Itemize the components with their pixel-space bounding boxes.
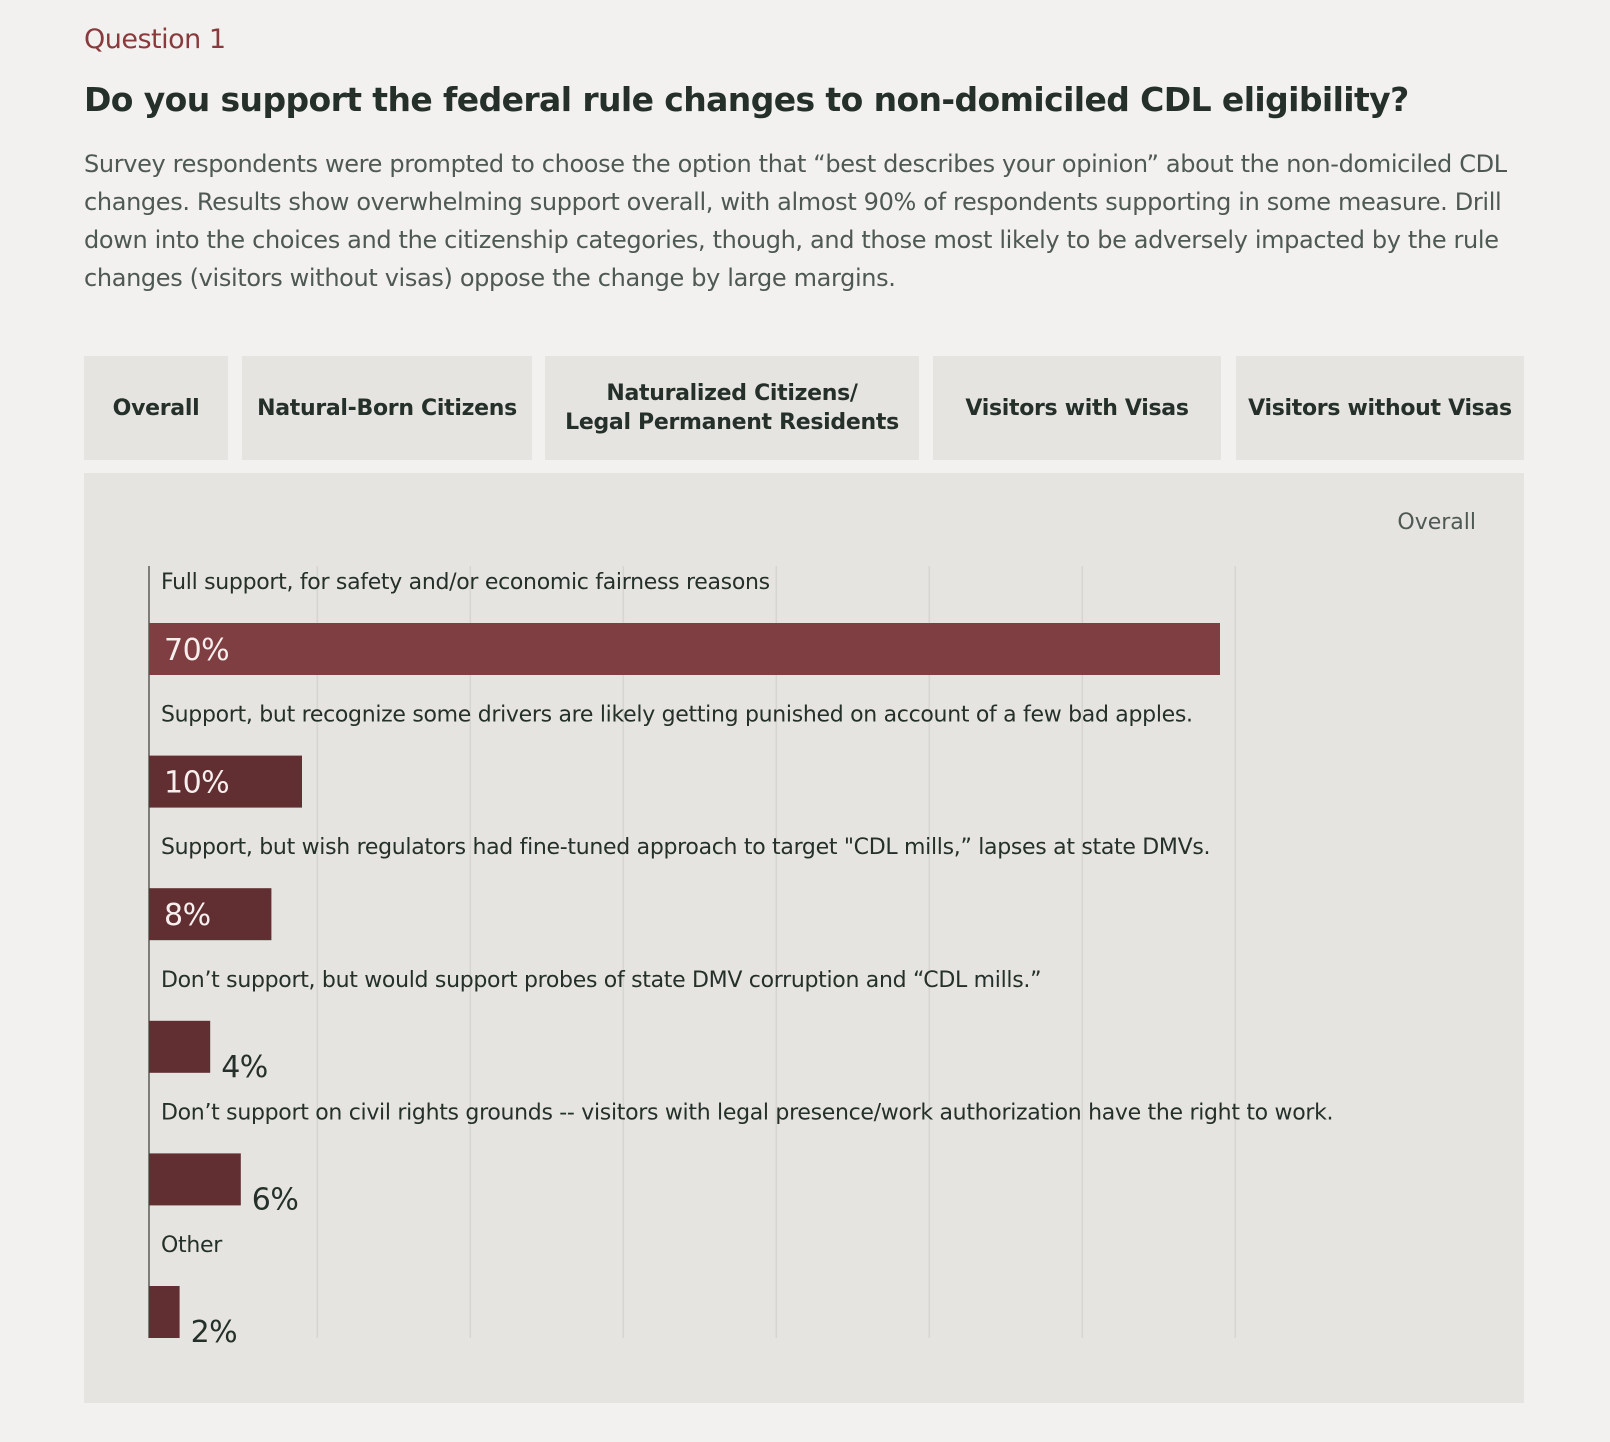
intro-paragraph: Survey respondents were prompted to choo… xyxy=(84,150,1507,292)
chart-panel: Overall Full support, for safety and/or … xyxy=(84,473,1524,1403)
category-label: Full support, for safety and/or economic… xyxy=(161,570,770,595)
category-label: Support, but wish regulators had fine-tu… xyxy=(161,835,1210,860)
bar-row: Other 2% xyxy=(149,1233,238,1350)
bar-row: Don’t support, but would support probes … xyxy=(149,968,1041,1085)
bar xyxy=(149,755,302,808)
bar xyxy=(149,623,1220,675)
tab-label-line2: Legal Permanent Residents xyxy=(565,410,899,435)
category-label: Don’t support on civil rights grounds --… xyxy=(161,1100,1333,1125)
tab-natural-born-citizens[interactable]: Natural-Born Citizens xyxy=(242,356,532,460)
tab-naturalized-citizens[interactable]: Naturalized Citizens/ Legal Permanent Re… xyxy=(545,356,919,460)
category-label: Don’t support, but would support probes … xyxy=(161,968,1041,993)
chart-rows: Full support, for safety and/or economic… xyxy=(149,570,1334,1350)
bar-row: Full support, for safety and/or economic… xyxy=(149,570,1220,675)
chart-panel-label: Overall xyxy=(1397,510,1476,535)
bar xyxy=(149,1286,180,1338)
value-label: 6% xyxy=(252,1182,299,1217)
chart-grid xyxy=(316,566,1237,1338)
bar xyxy=(149,888,272,941)
value-label: 4% xyxy=(221,1050,268,1085)
value-label: 10% xyxy=(164,766,229,801)
tab-visitors-with-visas[interactable]: Visitors with Visas xyxy=(933,356,1221,460)
question-number: Question 1 xyxy=(84,24,226,55)
bar xyxy=(149,1153,241,1206)
category-label: Other xyxy=(161,1233,223,1258)
page-title: Do you support the federal rule changes … xyxy=(84,80,1409,119)
tab-visitors-without-visas[interactable]: Visitors without Visas xyxy=(1236,356,1524,460)
bar-row: Support, but wish regulators had fine-tu… xyxy=(149,835,1211,941)
value-label: 70% xyxy=(164,633,229,668)
tab-label-line1: Naturalized Citizens/ xyxy=(606,381,858,406)
category-label: Support, but recognize some drivers are … xyxy=(161,703,1193,728)
value-label: 2% xyxy=(191,1315,238,1350)
bar-chart: Full support, for safety and/or economic… xyxy=(148,566,1334,1350)
bar-row: Support, but recognize some drivers are … xyxy=(149,703,1193,808)
tab-overall[interactable]: Overall xyxy=(84,356,228,460)
bar-row: Don’t support on civil rights grounds --… xyxy=(149,1100,1334,1217)
value-label: 8% xyxy=(164,898,211,933)
bar xyxy=(149,1020,211,1073)
